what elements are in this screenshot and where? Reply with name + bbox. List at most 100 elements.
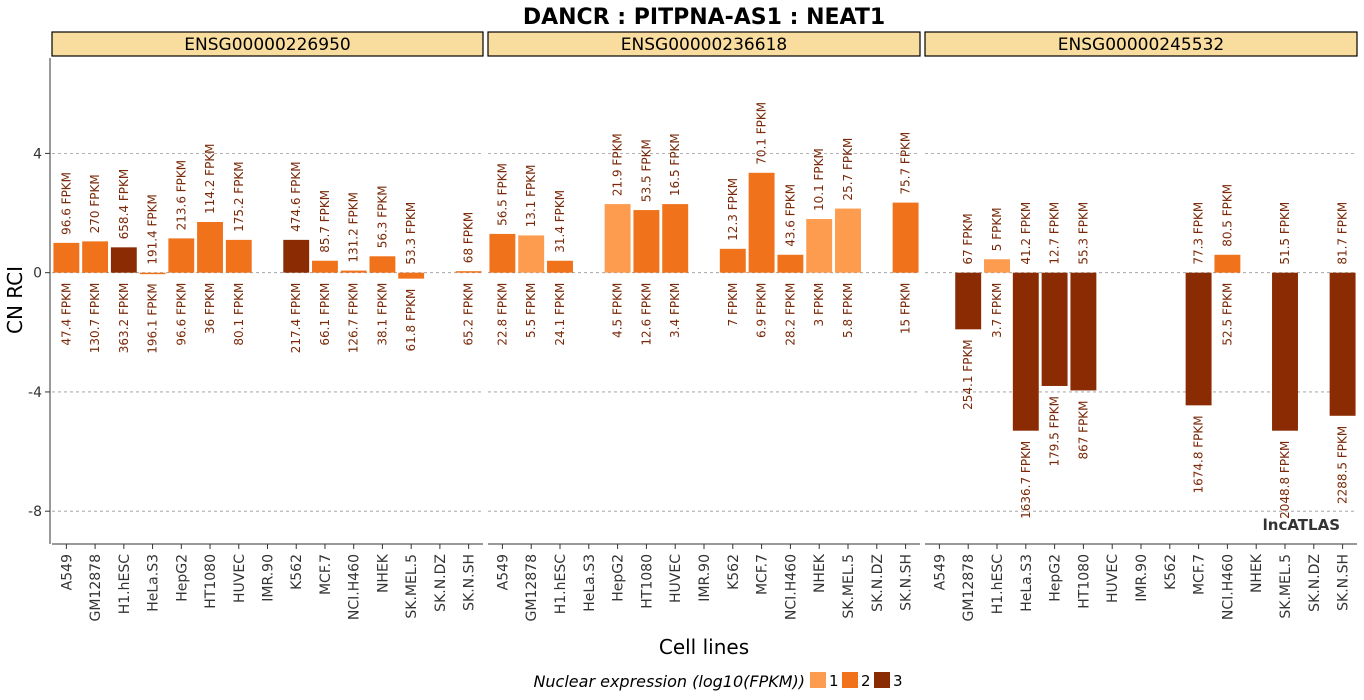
nuclear-fpkm-label: 114.2 FPKM	[203, 143, 217, 214]
bar	[662, 204, 689, 273]
nuclear-fpkm-label: 16.5 FPKM	[668, 133, 682, 196]
legend-title: Nuclear expression (log10(FPKM))	[533, 672, 805, 691]
x-tick-label: SK.MEL.5	[841, 554, 857, 619]
panel-strip	[924, 31, 1358, 57]
nuclear-fpkm-label: 56.5 FPKM	[495, 163, 509, 226]
bar	[892, 202, 919, 273]
panel-2: ENSG00000236618 A549 56.5 FPKM 22.8 FPKM GM1…	[487, 31, 921, 621]
nuclear-fpkm-label: 67 FPKM	[961, 213, 975, 264]
bar	[1185, 272, 1212, 406]
bar	[82, 241, 109, 273]
legend-items: 1 2 3	[810, 672, 903, 690]
y-tick-label: -8	[28, 504, 42, 520]
x-tick-label: NCI.H460	[1220, 554, 1236, 620]
cytoplasmic-fpkm-label: 867 FPKM	[1076, 400, 1090, 459]
bar	[604, 204, 631, 273]
nuclear-fpkm-label: 68 FPKM	[462, 212, 476, 263]
nuclear-fpkm-label: 41.2 FPKM	[1019, 202, 1033, 265]
y-axis: 4 0 -4 -8	[28, 58, 51, 544]
panel-strip	[487, 31, 921, 57]
x-tick-label: HepG2	[611, 554, 627, 602]
bar	[312, 260, 338, 273]
nuclear-fpkm-label: 53.5 FPKM	[639, 139, 653, 202]
cytoplasmic-fpkm-label: 15 FPKM	[899, 283, 913, 334]
cytoplasmic-fpkm-label: 6.9 FPKM	[755, 283, 769, 338]
cytoplasmic-fpkm-label: 2288.5 FPKM	[1336, 426, 1350, 504]
bar	[1041, 272, 1068, 386]
cytoplasmic-fpkm-label: 179.5 FPKM	[1048, 396, 1062, 467]
panel-3: ENSG00000245532 A549 GM12878 67 FPKM 254.1 F…	[924, 31, 1358, 621]
y-tick-label: -4	[28, 385, 42, 401]
cytoplasmic-fpkm-label: 196.1 FPKM	[146, 283, 160, 354]
x-tick-label: K562	[1163, 554, 1179, 590]
bar	[835, 208, 861, 273]
cytoplasmic-fpkm-label: 3 FPKM	[812, 283, 826, 327]
cytoplasmic-fpkm-label: 363.2 FPKM	[117, 283, 131, 354]
nuclear-fpkm-label: 43.6 FPKM	[783, 184, 797, 247]
panel-strip-label: ENSG00000226950	[184, 35, 350, 55]
x-tick-label: K562	[289, 554, 305, 590]
x-tick-label: HUVEC	[1105, 554, 1121, 603]
cytoplasmic-fpkm-label: 4.5 FPKM	[611, 283, 625, 338]
cytoplasmic-fpkm-label: 96.6 FPKM	[174, 283, 188, 346]
bar	[168, 238, 195, 273]
panel-1: ENSG00000226950 A549 96.6 FPKM 47.4 FPKM GM1…	[51, 31, 484, 621]
nuclear-fpkm-label: 51.5 FPKM	[1278, 202, 1292, 265]
cytoplasmic-fpkm-label: 36 FPKM	[203, 283, 217, 334]
cytoplasmic-fpkm-label: 47.4 FPKM	[59, 283, 73, 346]
nuclear-fpkm-label: 80.5 FPKM	[1220, 184, 1234, 247]
bar	[398, 272, 425, 279]
cytoplasmic-fpkm-label: 217.4 FPKM	[289, 283, 303, 354]
y-axis-label: CN RCI	[3, 266, 27, 334]
cytoplasmic-fpkm-label: 38.1 FPKM	[375, 283, 389, 346]
x-tick-label: SK.MEL.5	[404, 554, 420, 619]
bar	[1070, 272, 1097, 391]
nuclear-fpkm-label: 12.7 FPKM	[1048, 202, 1062, 265]
x-tick-label: SK.N.SH	[462, 554, 478, 611]
bar	[1272, 272, 1298, 431]
nuclear-fpkm-label: 85.7 FPKM	[318, 190, 332, 253]
bar	[369, 256, 396, 273]
chart-panels: 4 0 -4 -8 ENSG00000226950 A549 96.6 FPKM 47.4 F…	[28, 31, 1358, 621]
bar	[455, 271, 482, 273]
nuclear-fpkm-label: 191.4 FPKM	[146, 194, 160, 265]
bar	[547, 260, 573, 273]
bar	[984, 259, 1010, 273]
x-tick-label: HUVEC	[668, 554, 684, 603]
legend-swatch	[842, 672, 858, 688]
legend-label: 1	[829, 672, 839, 690]
nuclear-fpkm-label: 55.3 FPKM	[1076, 202, 1090, 265]
panel-strip	[51, 31, 484, 57]
x-tick-label: GM12878	[524, 554, 540, 621]
x-tick-label: IMR.90	[1134, 554, 1150, 602]
x-tick-label: SK.N.SH	[1336, 554, 1352, 611]
bar	[1329, 272, 1356, 416]
cytoplasmic-fpkm-label: 5.8 FPKM	[841, 283, 855, 338]
x-tick-label: GM12878	[88, 554, 104, 621]
lncatlas-watermark: lncATLAS	[1263, 516, 1340, 534]
chart-title: DANCR : PITPNA-AS1 : NEAT1	[523, 5, 885, 30]
x-tick-label: A549	[932, 554, 948, 590]
bar	[1012, 272, 1039, 431]
bar	[139, 272, 166, 275]
nuclear-fpkm-label: 31.4 FPKM	[553, 190, 567, 253]
x-tick-label: SK.N.DZ	[1307, 554, 1323, 612]
x-tick-label: NHEK	[1249, 553, 1265, 593]
legend-swatch	[874, 672, 890, 688]
legend-label: 2	[861, 672, 871, 690]
bar	[633, 210, 660, 273]
x-tick-label: HUVEC	[232, 554, 248, 603]
cytoplasmic-fpkm-label: 12.6 FPKM	[639, 283, 653, 346]
x-tick-label: NHEK	[375, 553, 391, 593]
x-tick-label: NCI.H460	[347, 554, 363, 620]
nuclear-fpkm-label: 53.3 FPKM	[404, 202, 418, 265]
x-tick-label: SK.N.DZ	[433, 554, 449, 612]
y-tick-label: 0	[33, 266, 42, 282]
x-tick-label: HepG2	[174, 554, 190, 602]
nuclear-fpkm-label: 474.6 FPKM	[289, 161, 303, 232]
x-tick-label: A549	[495, 554, 511, 590]
x-tick-label: HepG2	[1048, 554, 1064, 602]
nuclear-fpkm-label: 77.3 FPKM	[1192, 202, 1206, 265]
nuclear-fpkm-label: 12.3 FPKM	[726, 178, 740, 241]
bar	[748, 172, 775, 273]
